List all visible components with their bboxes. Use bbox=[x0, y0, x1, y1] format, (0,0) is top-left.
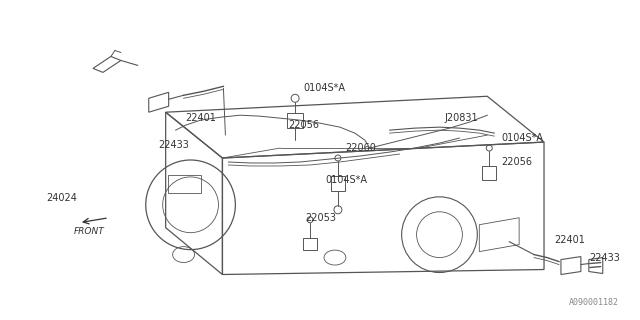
Text: 24024: 24024 bbox=[46, 193, 77, 203]
Text: J20831: J20831 bbox=[444, 113, 478, 123]
Text: FRONT: FRONT bbox=[74, 227, 104, 236]
Text: 22401: 22401 bbox=[554, 235, 585, 245]
Text: A090001182: A090001182 bbox=[569, 298, 619, 307]
Text: 22401: 22401 bbox=[186, 113, 216, 123]
Text: 22060: 22060 bbox=[345, 143, 376, 153]
Text: 0104S*A: 0104S*A bbox=[325, 175, 367, 185]
Text: 22433: 22433 bbox=[159, 140, 189, 150]
Text: 22053: 22053 bbox=[305, 213, 336, 223]
Text: 22433: 22433 bbox=[589, 252, 620, 263]
Text: 22056: 22056 bbox=[501, 157, 532, 167]
Text: 22056: 22056 bbox=[288, 120, 319, 130]
Text: 0104S*A: 0104S*A bbox=[501, 133, 543, 143]
Text: 0104S*A: 0104S*A bbox=[303, 83, 345, 93]
